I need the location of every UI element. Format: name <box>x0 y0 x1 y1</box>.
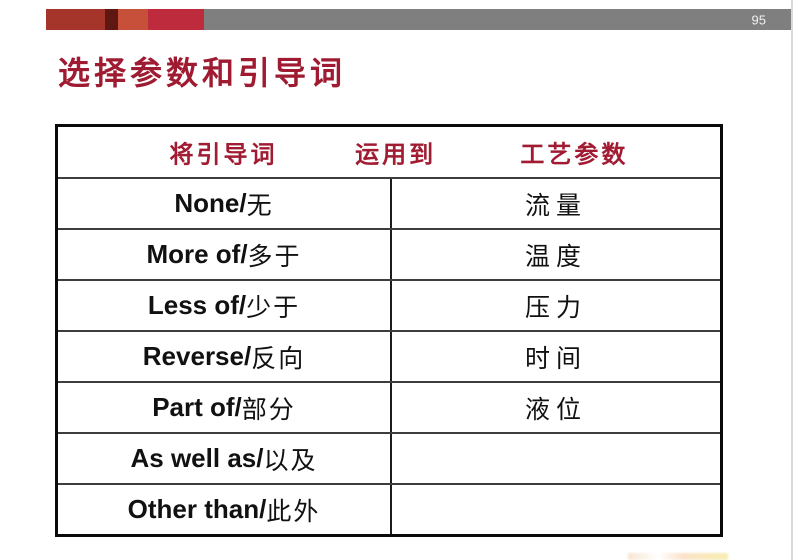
guideword-chinese: 此外 <box>266 498 321 526</box>
guideword-english: Part of/ <box>152 392 242 422</box>
guideword-chinese: 无 <box>246 192 274 220</box>
parameter-text: 液位 <box>524 396 587 424</box>
guideword-english: Less of/ <box>147 290 247 320</box>
table-header-applyto: 运用到 <box>355 142 437 169</box>
parameter-text: 流量 <box>524 192 587 220</box>
parameter-cell: 流量 <box>392 179 720 228</box>
accent-bar-segment-maroon <box>105 9 118 30</box>
parameter-text: 压力 <box>524 294 587 322</box>
table-row: Part of/部分 液位 <box>58 381 720 432</box>
accent-bar: 95 <box>46 9 792 30</box>
guideword-cell: Part of/部分 <box>58 383 392 432</box>
slide-title: 选择参数和引导词 <box>58 55 347 91</box>
guideword-cell: As well as/以及 <box>58 434 392 483</box>
accent-bar-segment-gray: 95 <box>204 9 792 30</box>
parameter-cell: 液位 <box>392 383 720 432</box>
accent-bar-segment-crimson <box>148 9 204 30</box>
table-row: None/无 流量 <box>58 177 720 228</box>
guideword-english: As well as/ <box>130 443 264 473</box>
guideword-english: None/ <box>174 188 247 218</box>
guideword-cell: None/无 <box>58 179 392 228</box>
page-number: 95 <box>751 12 766 27</box>
table-row: Less of/少于 压力 <box>58 279 720 330</box>
table-row: More of/多于 温度 <box>58 228 720 279</box>
guideword-cell: Reverse/反向 <box>58 332 392 381</box>
parameter-cell: 时间 <box>392 332 720 381</box>
parameter-text: 时间 <box>524 345 587 373</box>
guideword-chinese: 部分 <box>241 396 296 424</box>
parameter-cell: 压力 <box>392 281 720 330</box>
guideword-cell: Less of/少于 <box>58 281 392 330</box>
accent-bar-segment-brick <box>46 9 105 30</box>
table-row: Other than/此外 <box>58 483 720 534</box>
parameter-text: 温度 <box>524 243 587 271</box>
guideword-chinese: 少于 <box>246 294 301 322</box>
guideword-cell: Other than/此外 <box>58 485 392 534</box>
watermark-remnant <box>628 553 728 560</box>
guideword-chinese: 反向 <box>251 345 306 373</box>
guideword-english: Reverse/ <box>142 341 252 371</box>
table-row: As well as/以及 <box>58 432 720 483</box>
table-row: Reverse/反向 时间 <box>58 330 720 381</box>
table-header-row: 将引导词 运用到 工艺参数 <box>58 127 720 177</box>
slide-edge-line <box>791 0 793 560</box>
guideword-chinese: 多于 <box>247 243 302 271</box>
parameter-cell <box>392 485 720 534</box>
guideword-parameter-table: 将引导词 运用到 工艺参数 None/无 流量 More of/多于 温度 Le… <box>55 124 723 537</box>
parameter-cell <box>392 434 720 483</box>
guideword-english: More of/ <box>146 239 248 269</box>
table-header-guideword: 将引导词 <box>169 142 278 169</box>
guideword-english: Other than/ <box>127 494 267 524</box>
table-header-parameter: 工艺参数 <box>520 142 629 169</box>
guideword-chinese: 以及 <box>263 447 318 475</box>
parameter-cell: 温度 <box>392 230 720 279</box>
guideword-cell: More of/多于 <box>58 230 392 279</box>
accent-bar-segment-orange <box>118 9 148 30</box>
